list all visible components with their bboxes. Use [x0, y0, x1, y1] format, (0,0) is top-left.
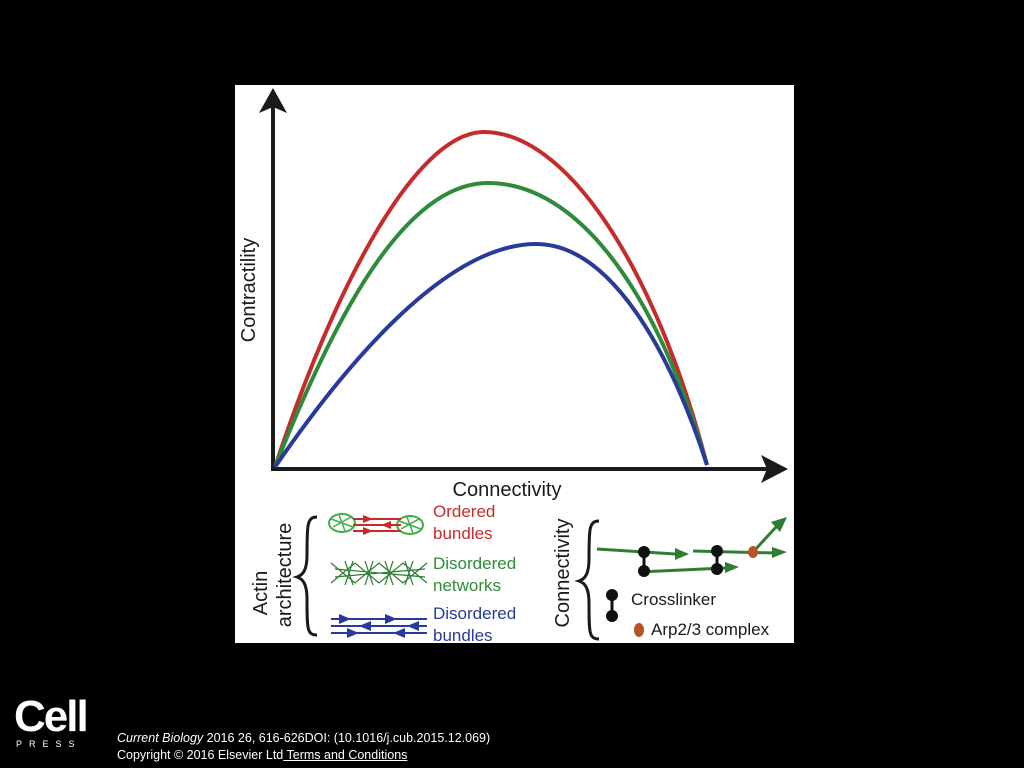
x-axis-arrowhead	[761, 455, 788, 483]
journal-name: Current Biology	[117, 731, 204, 745]
legend-disordered-bundles-line2: bundles	[433, 626, 493, 643]
crosslinker-label: Crosslinker	[631, 590, 716, 609]
citation-line: Current Biology 2016 26, 616-626DOI: (10…	[117, 730, 490, 747]
logo-press-text: PRESS	[16, 739, 82, 749]
y-axis-label: Contractility	[238, 238, 260, 342]
legend-disordered-networks-line1: Disordered	[433, 554, 516, 573]
arp-complex-symbol	[634, 623, 644, 637]
legend-ordered-bundles-line2: bundles	[433, 524, 493, 543]
legend-disordered-networks-line2: networks	[433, 576, 501, 595]
y-axis-arrowhead	[259, 88, 287, 113]
curve-disordered-networks	[273, 180, 709, 468]
terms-and-conditions-link[interactable]: Terms and Conditions	[283, 748, 408, 762]
arp-complex-label: Arp2/3 complex	[651, 620, 770, 639]
disordered-networks-icon	[330, 560, 428, 586]
connectivity-legend-title: Connectivity	[552, 519, 574, 628]
figure-graphic: Contractility Connectivity Actin archite…	[238, 88, 788, 643]
actin-legend-title-line1: Actin	[250, 571, 272, 615]
legend-ordered-bundles-line1: Ordered	[433, 502, 495, 521]
copyright-line: Copyright © 2016 Elsevier Ltd Terms and …	[117, 747, 490, 764]
actin-legend-title-line2: architecture	[274, 523, 296, 628]
curve-disordered-bundles	[273, 241, 709, 469]
x-axis-label: Connectivity	[453, 479, 562, 501]
citation-details: 2016 26, 616-626DOI: (10.1016/j.cub.2015…	[203, 731, 491, 745]
connectivity-legend-brace	[574, 519, 600, 641]
footer-citation: Current Biology 2016 26, 616-626DOI: (10…	[117, 730, 490, 764]
filament-network-illustration	[596, 517, 787, 577]
ordered-bundles-icon	[328, 513, 424, 535]
crosslinker-symbol	[606, 589, 618, 622]
logo-cell-text: Cell	[14, 692, 89, 741]
curve-ordered-bundles	[273, 129, 709, 468]
disordered-bundles-icon	[331, 614, 427, 638]
copyright-text: Copyright © 2016 Elsevier Ltd	[117, 748, 284, 762]
figure-panel: Contractility Connectivity Actin archite…	[235, 85, 794, 643]
actin-legend-brace	[292, 515, 318, 637]
cell-press-logo: Cell PRESS	[14, 692, 89, 752]
legend-disordered-bundles-line1: Disordered	[433, 604, 516, 623]
